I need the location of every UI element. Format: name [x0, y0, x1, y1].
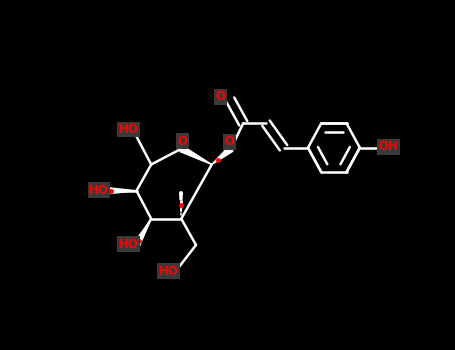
- Text: HO: HO: [89, 183, 109, 197]
- Polygon shape: [134, 219, 151, 246]
- Polygon shape: [212, 146, 233, 164]
- Text: HO: HO: [159, 265, 179, 278]
- Text: OH: OH: [379, 140, 399, 154]
- Text: O: O: [224, 135, 234, 148]
- Polygon shape: [180, 146, 212, 164]
- Text: O: O: [216, 90, 226, 104]
- Polygon shape: [107, 188, 136, 194]
- Text: HO: HO: [119, 238, 139, 251]
- Text: O: O: [178, 134, 188, 148]
- Text: HO: HO: [119, 123, 139, 136]
